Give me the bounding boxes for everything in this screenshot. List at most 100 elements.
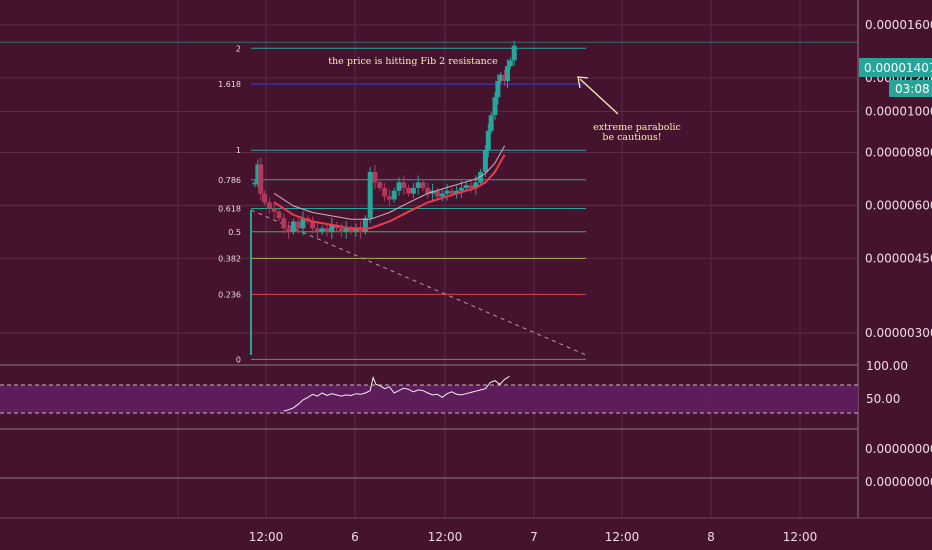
candle-body [492,97,498,116]
candle-body [420,182,426,188]
candle-body [358,228,364,232]
dashed-trend-line[interactable] [250,209,587,356]
candle-body [262,193,268,203]
price-tick-label: 0.00000450 [865,251,932,265]
fib-level-label: 1 [236,146,241,155]
candle-body [258,164,264,194]
moving-average-light [273,145,506,220]
candle-body [386,196,392,200]
fib-level-label: 0.5 [228,228,241,237]
candle-body [362,218,368,232]
candle-body [295,221,301,229]
extra-axis-label-2: 0.00000000 [865,475,932,489]
time-tick-label: 7 [530,530,538,544]
candle-body [314,228,320,232]
price-grid [0,24,858,334]
rsi-band [0,385,858,413]
fib-level-label: 1.618 [218,80,241,89]
rsi-tick-100: 100.00 [866,359,908,373]
candle-body [449,190,455,194]
time-tick-label: 12:00 [249,530,284,544]
time-grid [177,0,801,518]
candle-body [478,171,484,183]
candle-body [425,187,431,194]
price-tick-label: 0.00000600 [865,198,932,212]
candle-body [415,182,421,188]
candle-body [338,228,344,232]
countdown-box [889,80,932,97]
candle-body [324,228,330,232]
moving-average-red [273,154,506,230]
candle-body [495,81,501,98]
time-tick-label: 12:00 [783,530,818,544]
candle-body [439,193,445,197]
candle-body [286,228,292,232]
countdown-value: 03:08 [895,82,930,96]
fib-level-label: 0 [236,355,241,364]
time-tick-label: 12:00 [605,530,640,544]
candle-body [454,190,460,194]
candle-body [488,115,494,131]
candle-body [396,182,402,191]
fib-level-label: 0.786 [218,176,241,185]
candle-body [482,150,488,172]
fibonacci-retracement[interactable]: 2 1.618 1 0.786 0.618 0.5 0.382 0.236 0 [0,41,858,364]
price-tick-label: 0.00000800 [865,146,932,160]
candle-body [343,228,349,232]
candlestick-series [252,40,517,239]
candle-body [507,60,513,67]
candle-body [382,187,388,197]
current-price-value: 0.00001407 [864,61,932,75]
price-tick-label: 0.00001000 [865,104,932,118]
candle-body [502,74,508,82]
candle-body [252,182,258,185]
price-axis[interactable]: 0.000016000.000012000.000010000.00000800… [865,18,932,340]
candle-body [458,187,464,191]
candle-body [434,190,440,197]
candle-body [348,228,354,232]
candle-body [504,66,510,82]
fib-level-label: 0.618 [218,205,241,214]
annotation-arrow[interactable] [577,76,619,115]
candle-body [463,185,469,188]
time-tick-label: 6 [351,530,359,544]
current-price-tag: 0.00001407 03:08 [859,58,932,97]
annotation-cautious[interactable]: be cautious! [602,132,661,143]
candle-body [300,218,306,229]
fib-level-label: 0.382 [218,254,241,263]
rsi-line [283,375,510,412]
fib-level-label: 0.236 [218,290,241,299]
candle-body [498,74,504,82]
candle-body [353,228,359,232]
candle-body [319,228,325,232]
candle-body [372,171,378,183]
candle-body [444,190,450,194]
price-tick-label: 0.00001600 [865,18,932,32]
candle-body [329,224,335,232]
candle-body [310,221,316,229]
candle-body [290,221,296,232]
candle-body [281,218,287,229]
time-tick-label: 12:00 [428,530,463,544]
candle-body [367,171,373,219]
candle-body [377,182,383,188]
time-axis[interactable]: 12:00 6 12:00 7 12:00 8 12:00 [249,530,818,544]
candle-body [473,182,479,188]
candle-body [485,130,491,151]
candle-body [276,211,282,219]
rsi-tick-50: 50.00 [866,392,900,406]
extra-axis-label-1: 0.00000000 [865,442,932,456]
candle-body [410,187,416,194]
candle-body [255,164,261,183]
price-tick-label: 0.00000300 [865,326,932,340]
annotation-parabolic[interactable]: extreme parabolic [593,122,681,133]
time-tick-label: 8 [707,530,715,544]
candle-body [468,185,474,188]
candle-body [406,187,412,194]
fib-level-label: 2 [236,44,241,53]
candle-body [271,208,277,212]
current-price-box [859,58,932,77]
annotation-fib-resistance[interactable]: the price is hitting Fib 2 resistance [328,56,498,67]
